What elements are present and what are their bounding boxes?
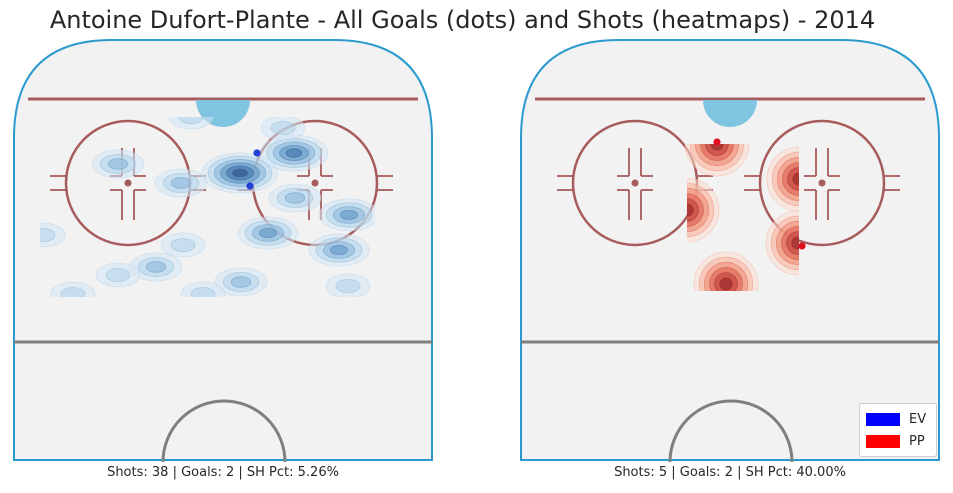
- ev-swatch: [866, 412, 900, 426]
- shot-heat-contour: [719, 277, 733, 291]
- faceoff-dot-right: [311, 179, 319, 187]
- rink-boards: [520, 39, 940, 461]
- faceoff-dot-right: [818, 179, 826, 187]
- shot-heat-contour: [710, 144, 724, 151]
- legend-label-pp: PP: [909, 433, 925, 449]
- shot-heat-contour: [145, 261, 167, 273]
- rink-boards: [13, 39, 433, 461]
- shot-heat-contour: [335, 279, 361, 293]
- shot-heat-contour: [284, 192, 306, 204]
- shot-heat-contour: [178, 117, 204, 124]
- faceoff-dot-left: [124, 179, 132, 187]
- shot-heat-contour: [105, 268, 131, 282]
- shot-heat-contour: [60, 287, 86, 297]
- heat-clip-group: [766, 146, 799, 212]
- shot-heat-contour: [339, 209, 358, 220]
- shot-heat-contour: [791, 236, 799, 250]
- pp-rink-panel: [520, 39, 940, 462]
- shot-heat-contour: [687, 203, 694, 217]
- faceoff-dot-left: [631, 179, 639, 187]
- heat-clip-group: [765, 210, 799, 276]
- faceoff-circle-right: [758, 119, 886, 247]
- legend-item-pp: PP: [866, 432, 925, 450]
- ev-rink-panel: [13, 39, 433, 462]
- shot-heat-contour: [329, 244, 348, 255]
- goal-dot: [798, 242, 806, 250]
- shot-heat-contour: [107, 158, 129, 170]
- shot-heat-contour: [270, 121, 296, 135]
- shot-heat-contour: [170, 238, 196, 252]
- shot-heat-contour: [792, 172, 799, 186]
- shot-heat-contour: [232, 168, 248, 178]
- goal-dot: [246, 182, 254, 190]
- goal-dot: [713, 138, 721, 146]
- legend-item-ev: EV: [866, 410, 926, 428]
- goal-crease: [703, 100, 757, 127]
- goal-dot: [253, 149, 261, 157]
- heat-clip-group: [684, 144, 750, 177]
- legend-label-ev: EV: [909, 411, 927, 427]
- heat-clip-group: [687, 177, 720, 243]
- shot-heat-contour: [190, 287, 216, 297]
- shot-heat-contour: [285, 148, 303, 158]
- heat-clip-group: [693, 251, 759, 291]
- shot-heat-contour: [40, 228, 56, 242]
- shot-heat-contour: [258, 227, 277, 238]
- chart-title: Antoine Dufort-Plante - All Goals (dots)…: [49, 6, 876, 34]
- ev-stats-caption: Shots: 38 | Goals: 2 | SH Pct: 5.26%: [107, 465, 339, 480]
- legend: EV PP: [859, 403, 937, 457]
- shot-heat-contour: [170, 177, 192, 189]
- center-circle: [161, 399, 287, 462]
- center-circle: [668, 399, 794, 462]
- pp-swatch: [866, 434, 900, 448]
- shot-heat-contour: [230, 276, 252, 288]
- pp-stats-caption: Shots: 5 | Goals: 2 | SH Pct: 40.00%: [614, 465, 846, 480]
